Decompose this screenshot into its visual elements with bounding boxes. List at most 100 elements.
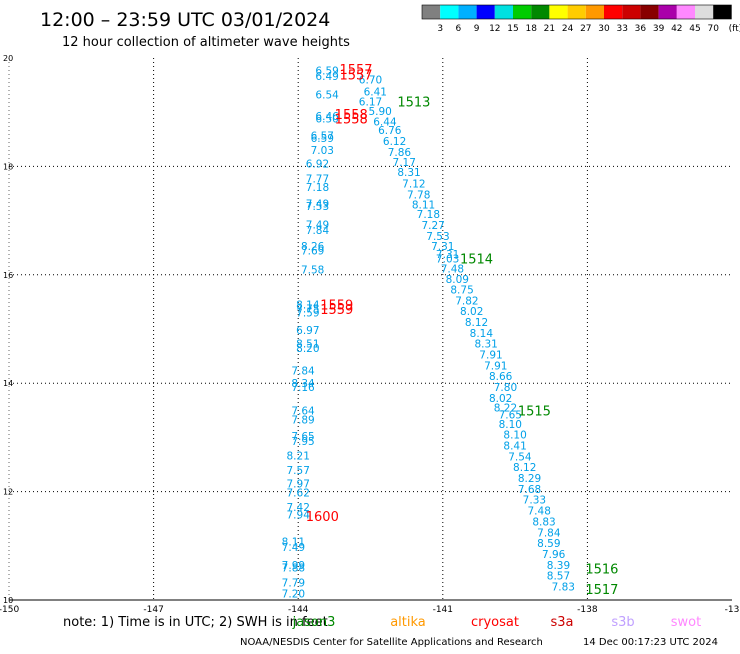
wave-height-value: 7.27 xyxy=(421,220,444,232)
wave-height-value: 6.12 xyxy=(383,136,406,148)
plot-frame xyxy=(8,58,732,601)
colorbar-swatch xyxy=(640,5,659,19)
wave-height-value: 8.39 xyxy=(547,560,570,572)
wave-height-value: 7.91 xyxy=(479,349,502,361)
wave-height-value: 6.76 xyxy=(378,125,402,137)
wave-height-value: 8.75 xyxy=(450,284,473,296)
chart-title: 12:00 – 23:59 UTC 03/01/2024 xyxy=(40,9,330,31)
wave-height-value: 7.57 xyxy=(287,465,310,477)
colorbar-swatch xyxy=(531,5,550,19)
wave-height-value: 7.18 xyxy=(417,209,440,221)
wave-height-value: 7.99 xyxy=(282,560,305,572)
wave-height-value: 7.82 xyxy=(455,295,478,307)
wave-height-value: 7.89 xyxy=(291,415,314,427)
x-tick-label: -144 xyxy=(288,605,309,615)
colorbar-swatch xyxy=(422,5,441,19)
wave-height-value: 7.65 xyxy=(291,431,314,443)
colorbar-swatch xyxy=(713,5,732,19)
colorbar-tick-label: 39 xyxy=(653,24,665,34)
colorbar-tick-label: 9 xyxy=(474,24,480,34)
satellite-legend-entry: swot xyxy=(671,615,701,630)
wave-height-value: 6.70 xyxy=(359,75,382,87)
pass-time-label: 1559 xyxy=(320,303,353,318)
satellite-legend-entry: jason3 xyxy=(292,615,336,630)
wave-height-value: 7.49 xyxy=(306,198,329,210)
colorbar-tick-label: 42 xyxy=(671,24,682,34)
colorbar-swatch xyxy=(622,5,641,19)
wave-height-value: 7.77 xyxy=(306,173,329,185)
wave-height-value: 7.75 xyxy=(296,303,319,315)
wave-height-value: 7.96 xyxy=(542,549,566,561)
colorbar-swatch xyxy=(585,5,604,19)
wave-height-value: 8.57 xyxy=(547,571,570,583)
wave-height-value: 7.53 xyxy=(306,201,329,213)
wave-height-value: 8.14 xyxy=(470,328,494,340)
colorbar-swatch xyxy=(658,5,677,19)
wave-height-value: 8.22 xyxy=(494,403,517,415)
wave-height-value: 8.09 xyxy=(446,274,469,286)
wave-height-value: 6.97 xyxy=(296,325,319,337)
y-tick-label: 12 xyxy=(3,488,13,497)
colorbar-tick-label: 27 xyxy=(580,24,591,34)
wave-height-value: 7.18 xyxy=(306,182,329,194)
wave-height-value: 6.59 xyxy=(311,133,334,145)
wave-height-value: 7.84 xyxy=(306,225,330,237)
colorbar-tick-label: 15 xyxy=(507,24,518,34)
pass-time-label: 1600 xyxy=(306,510,339,525)
wave-height-value: 7.59 xyxy=(296,308,319,320)
wave-height-value: 6.50 xyxy=(315,114,338,126)
colorbar-swatch xyxy=(567,5,586,19)
wave-height-value: 7.48 xyxy=(528,506,551,518)
colorbar-tick-label: 6 xyxy=(456,24,462,34)
wave-height-value: 7.94 xyxy=(287,509,311,521)
wave-height-value: 8.26 xyxy=(301,241,325,253)
pass-time-label: 1558 xyxy=(335,108,368,123)
wave-height-value: 7.16 xyxy=(291,382,315,394)
wave-height-value: 8.51 xyxy=(296,339,319,351)
colorbar-tick-label: 36 xyxy=(635,24,647,34)
pass-time-label: 1559 xyxy=(320,299,353,314)
wave-height-value: 7.53 xyxy=(426,231,449,243)
wave-height-value: 6.57 xyxy=(311,131,334,143)
wave-height-value: 8.10 xyxy=(503,430,526,442)
colorbar-unit: (ft) xyxy=(729,24,740,34)
pass-time-label: 1513 xyxy=(397,95,430,110)
x-tick-label: -150 xyxy=(0,605,19,615)
colorbar-swatch xyxy=(494,5,513,19)
colorbar-swatch xyxy=(440,5,459,19)
wave-height-value: 6.92 xyxy=(306,159,329,171)
wave-height-value: 5.90 xyxy=(368,106,391,118)
wave-height-value: 8.12 xyxy=(465,317,488,329)
pass-time-label: 1557 xyxy=(339,68,372,83)
chart-subtitle: 12 hour collection of altimeter wave hei… xyxy=(62,35,350,50)
footer-timestamp: 14 Dec 00:17:23 UTC 2024 xyxy=(583,637,718,648)
wave-height-value: 8.10 xyxy=(499,419,522,431)
wave-height-value: 6.54 xyxy=(315,89,339,101)
wave-height-value: 8.31 xyxy=(474,339,497,351)
colorbar-swatch xyxy=(458,5,477,19)
x-tick-label: -141 xyxy=(433,605,453,615)
wave-height-value: 7.80 xyxy=(494,382,517,394)
colorbar-tick-label: 33 xyxy=(616,24,627,34)
wave-height-value: 7.88 xyxy=(282,562,305,574)
wave-height-value: 7.68 xyxy=(518,484,541,496)
wave-height-value: 7.97 xyxy=(287,478,310,490)
colorbar-border xyxy=(421,4,732,20)
pass-time-label: 1515 xyxy=(518,404,551,419)
colorbar-swatch xyxy=(604,5,623,19)
colorbar-tick-label: 70 xyxy=(707,24,719,34)
wave-height-value: 7.03 xyxy=(436,254,459,266)
wave-height-value: 8.14 xyxy=(296,300,320,312)
colorbar-tick-label: 18 xyxy=(525,24,537,34)
wave-height-value: 7.95 xyxy=(291,436,314,448)
wave-height-labels: 6.596.496.546.466.506.576.597.036.927.77… xyxy=(282,65,575,600)
wave-height-value: 6.41 xyxy=(364,87,387,99)
wave-height-value: 8.21 xyxy=(287,450,310,462)
header: 12:00 – 23:59 UTC 03/01/2024 12 hour col… xyxy=(40,9,350,50)
colorbar-swatch xyxy=(513,5,532,19)
wave-height-value: 8.34 xyxy=(291,378,315,390)
colorbar-tick-label: 3 xyxy=(437,24,443,34)
y-tick-label: 20 xyxy=(3,54,13,63)
wave-height-value: 7.62 xyxy=(287,488,310,500)
